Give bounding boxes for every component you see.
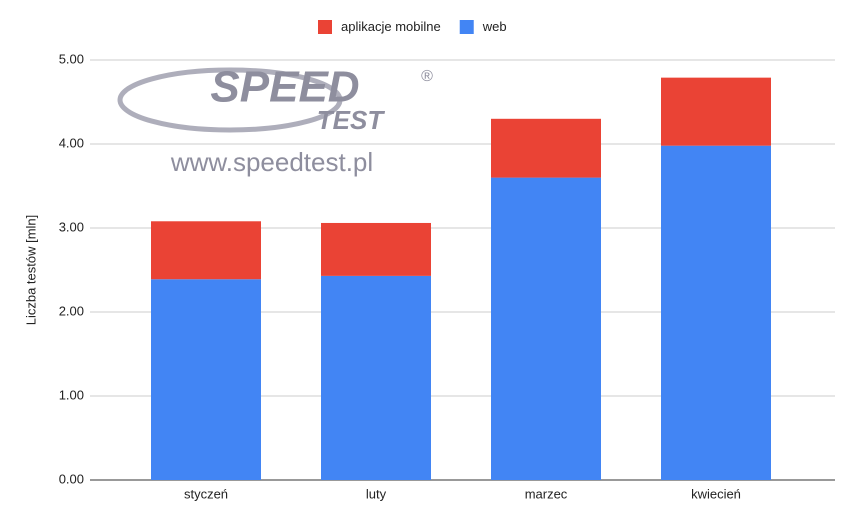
y-tick-label: 0.00 [59,471,84,486]
bar-segment [151,279,261,480]
bar-segment [661,77,771,146]
x-tick-label: styczeń [184,486,228,501]
bar-segment [321,222,431,276]
watermark-logo: SPEED [210,63,359,112]
bar-segment [661,145,771,480]
bar-segment [321,275,431,480]
legend-swatch [459,20,474,34]
y-tick-label: 3.00 [59,219,84,234]
legend-label: aplikacje mobilne [341,19,441,34]
watermark-registered: ® [421,68,433,85]
y-axis-label: Liczba testów [mln] [23,215,38,326]
x-tick-label: luty [366,486,387,501]
y-tick-label: 2.00 [59,303,84,318]
watermark-swoosh [117,67,343,133]
watermark-url: www.speedtest.pl [170,147,373,177]
watermark-logo-sub: TEST [317,105,386,135]
y-tick-label: 1.00 [59,387,84,402]
bar-segment [151,221,261,280]
y-tick-label: 4.00 [59,135,84,150]
legend-swatch [318,20,332,34]
y-tick-label: 5.00 [59,51,84,66]
legend-label: web [482,19,507,34]
bar-segment [491,177,601,480]
bar-segment [491,118,601,178]
x-tick-label: marzec [525,486,568,501]
x-tick-label: kwiecień [691,486,741,501]
